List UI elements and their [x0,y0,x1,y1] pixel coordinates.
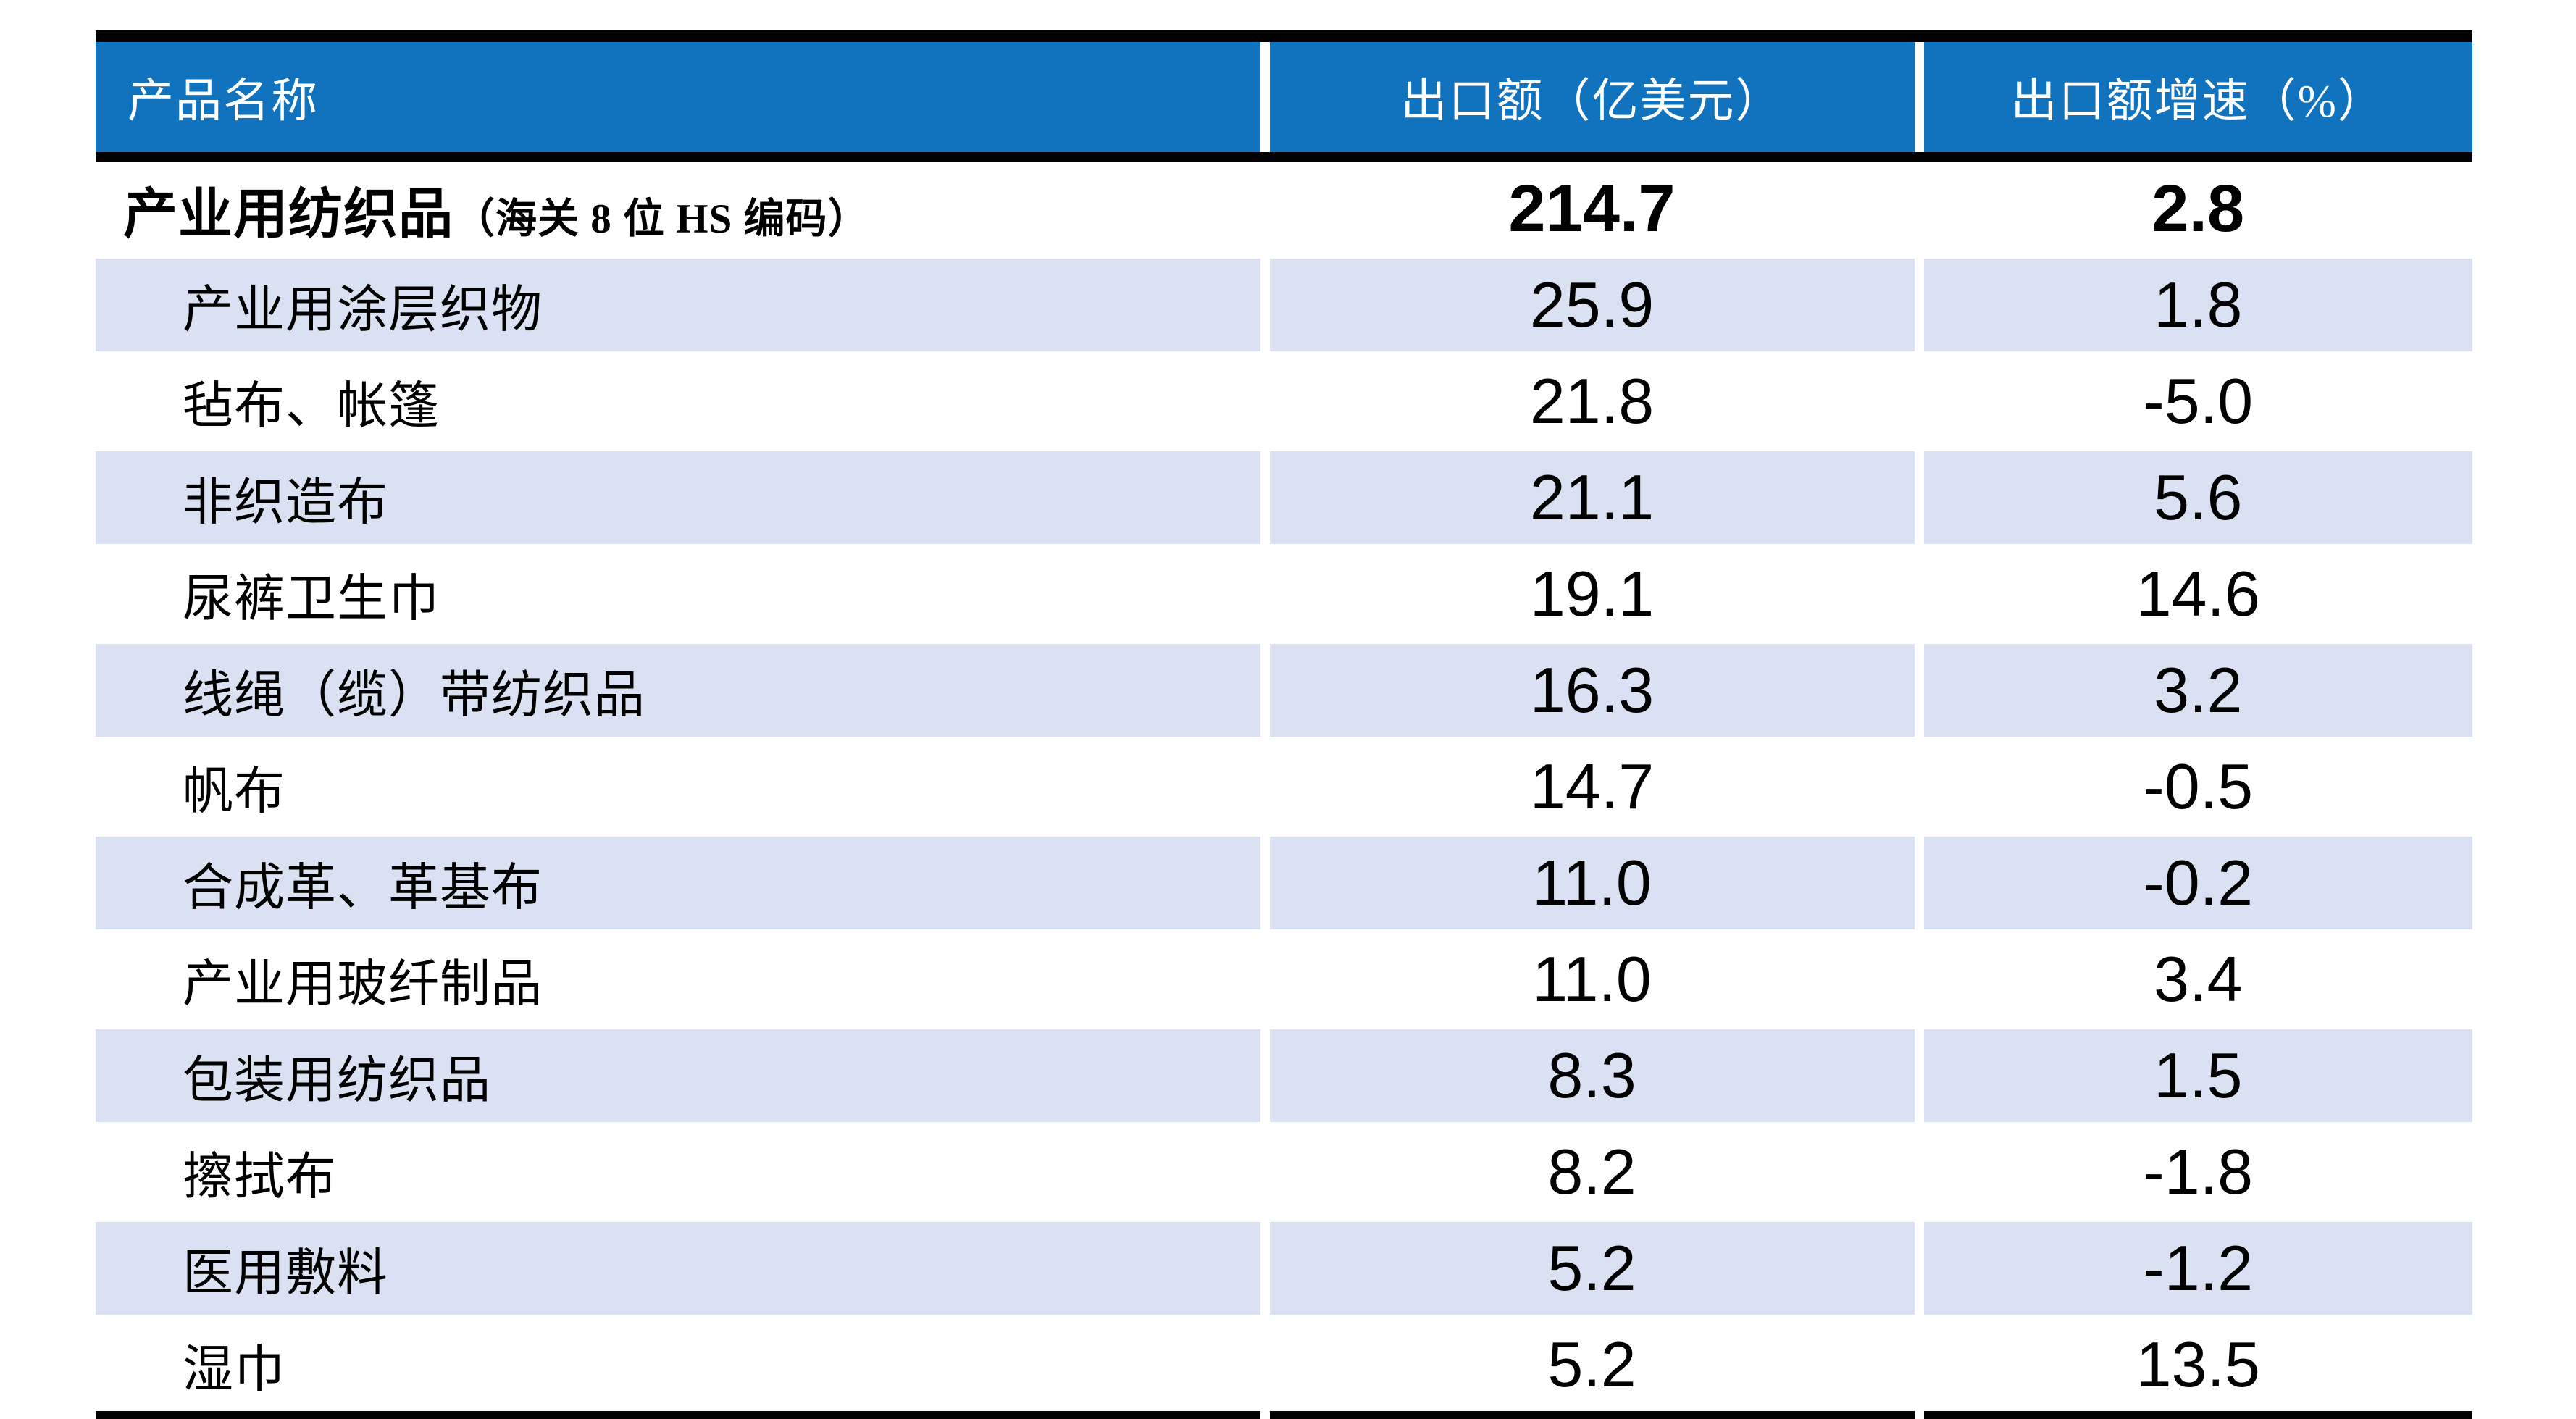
export-value-cell: 5.2 [1260,1315,1919,1417]
col-header-export-value: 出口额（亿美元） [1260,36,1919,162]
export-value-cell: 19.1 [1260,544,1919,644]
product-name-cell: 线绳（缆）带纺织品 [96,640,1265,740]
export-value-cell: 214.7 [1260,155,1919,259]
product-name-cell: 擦拭布 [96,1122,1265,1222]
export-value-cell: 21.8 [1260,351,1919,451]
growth-cell: 1.8 [1914,255,2472,355]
table-row: 医用敷料 5.2 -1.2 [96,1218,2472,1318]
table-row: 帆布 14.7 -0.5 [96,737,2472,837]
table-row: 尿裤卫生巾 19.1 14.6 [96,544,2472,644]
growth-cell: -5.0 [1914,351,2472,451]
total-row-label: 产业用纺织品 [123,184,454,245]
total-row-note: （海关 8 位 HS 编码） [453,196,870,242]
growth-cell: 1.5 [1914,1026,2472,1126]
table-row: 线绳（缆）带纺织品 16.3 3.2 [96,640,2472,740]
growth-cell: -0.2 [1914,833,2472,933]
page: 产品名称 出口额（亿美元） 出口额增速（%） 产业用纺织品（海关 8 位 HS … [96,30,2472,1419]
table-row: 非织造布 21.1 5.6 [96,448,2472,548]
col-header-export-growth: 出口额增速（%） [1914,36,2472,162]
product-name-cell: 产业用涂层织物 [96,255,1265,355]
product-name-cell: 合成革、革基布 [96,833,1265,933]
export-value-cell: 11.0 [1260,833,1919,933]
table-row: 擦拭布 8.2 -1.8 [96,1122,2472,1222]
product-name-cell: 产业用玻纤制品 [96,929,1265,1029]
table-row: 毡布、帐篷 21.8 -5.0 [96,351,2472,451]
table-row: 产业用涂层织物 25.9 1.8 [96,255,2472,355]
growth-cell: -0.5 [1914,737,2472,837]
export-value-cell: 11.0 [1260,929,1919,1029]
export-value-cell: 8.3 [1260,1026,1919,1126]
table-row: 包装用纺织品 8.3 1.5 [96,1026,2472,1126]
table-row: 合成革、革基布 11.0 -0.2 [96,833,2472,933]
growth-cell: 5.6 [1914,448,2472,548]
table-row: 湿巾 5.2 13.5 [96,1315,2472,1417]
export-value-cell: 16.3 [1260,640,1919,740]
product-name-cell: 湿巾 [96,1315,1265,1417]
growth-cell: 3.2 [1914,640,2472,740]
total-row: 产业用纺织品（海关 8 位 HS 编码） 214.7 2.8 [96,155,2472,259]
growth-cell: 2.8 [1914,155,2472,259]
export-value-cell: 21.1 [1260,448,1919,548]
product-name-cell: 包装用纺织品 [96,1026,1265,1126]
table-header-row: 产品名称 出口额（亿美元） 出口额增速（%） [96,36,2472,162]
growth-cell: 13.5 [1914,1315,2472,1417]
product-name-cell: 帆布 [96,737,1265,837]
product-name-cell: 医用敷料 [96,1218,1265,1318]
table-row: 产业用玻纤制品 11.0 3.4 [96,929,2472,1029]
growth-cell: -1.2 [1914,1218,2472,1318]
growth-cell: 14.6 [1914,544,2472,644]
export-value-cell: 14.7 [1260,737,1919,837]
growth-cell: 3.4 [1914,929,2472,1029]
product-name-cell: 尿裤卫生巾 [96,544,1265,644]
product-name-cell: 产业用纺织品（海关 8 位 HS 编码） [96,155,1265,259]
export-value-cell: 5.2 [1260,1218,1919,1318]
export-value-cell: 25.9 [1260,255,1919,355]
product-name-cell: 非织造布 [96,448,1265,548]
export-value-cell: 8.2 [1260,1122,1919,1222]
growth-cell: -1.8 [1914,1122,2472,1222]
export-table: 产品名称 出口额（亿美元） 出口额增速（%） 产业用纺织品（海关 8 位 HS … [96,30,2472,1419]
col-header-product-name: 产品名称 [96,36,1265,162]
product-name-cell: 毡布、帐篷 [96,351,1265,451]
